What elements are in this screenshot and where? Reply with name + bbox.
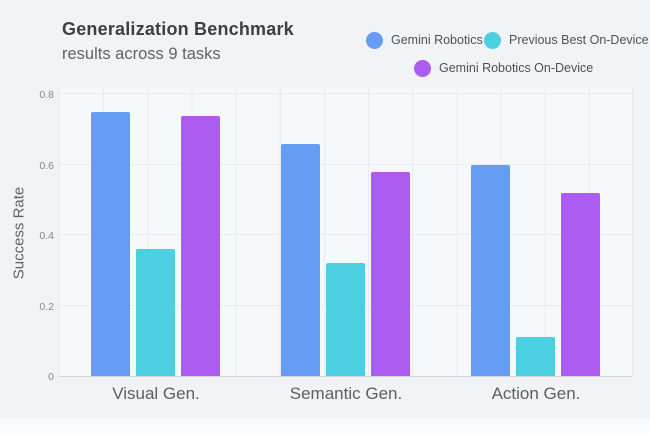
y-axis-ticks: 0 0.2 0.4 0.6 0.8 xyxy=(0,0,55,433)
y-tick-label: 0.6 xyxy=(39,159,54,172)
legend-item-gemini-robotics: Gemini Robotics xyxy=(366,31,483,49)
y-tick-label: 0.8 xyxy=(39,89,54,102)
legend-dot-cyan-icon xyxy=(484,31,501,49)
y-tick-label: 0.2 xyxy=(39,300,54,313)
gridline-h xyxy=(59,93,633,95)
legend-item-previous-best-on-device: Previous Best On-Device xyxy=(484,31,649,49)
legend-label: Gemini Robotics xyxy=(391,33,483,47)
x-axis-category-label: Semantic Gen. xyxy=(289,384,403,403)
x-axis-category-label: Visual Gen. xyxy=(112,384,200,403)
bar xyxy=(281,143,320,376)
bar xyxy=(516,337,555,376)
y-tick-label: 0.4 xyxy=(39,230,54,243)
legend-label: Gemini Robotics On-Device xyxy=(439,61,594,75)
bar-group-semantic-gen xyxy=(281,143,410,376)
bar xyxy=(326,263,365,376)
bar xyxy=(181,115,220,376)
legend-label: Previous Best On-Device xyxy=(509,33,649,47)
bar-group-action-gen xyxy=(471,164,600,376)
plot-area xyxy=(59,88,633,377)
x-axis-labels: Visual Gen. Semantic Gen. Action Gen. xyxy=(59,384,633,404)
x-axis-category-label: Action Gen. xyxy=(491,384,581,403)
bar xyxy=(91,112,130,376)
legend-dot-blue-icon xyxy=(366,31,383,49)
bar xyxy=(371,171,410,376)
chart-subtitle: results across 9 tasks xyxy=(62,45,221,63)
y-tick-label: 0 xyxy=(48,371,54,383)
gridline-h xyxy=(59,163,633,165)
footer-strip xyxy=(0,418,650,433)
bar-group-visual-gen xyxy=(91,112,220,376)
bar xyxy=(561,192,600,376)
legend-item-gemini-robotics-on-device: Gemini Robotics On-Device xyxy=(414,59,593,77)
bar xyxy=(471,164,510,376)
chart-title: Generalization Benchmark xyxy=(62,19,294,39)
gridline-h xyxy=(59,234,633,236)
legend-dot-purple-icon xyxy=(414,59,431,77)
bar xyxy=(136,249,175,376)
